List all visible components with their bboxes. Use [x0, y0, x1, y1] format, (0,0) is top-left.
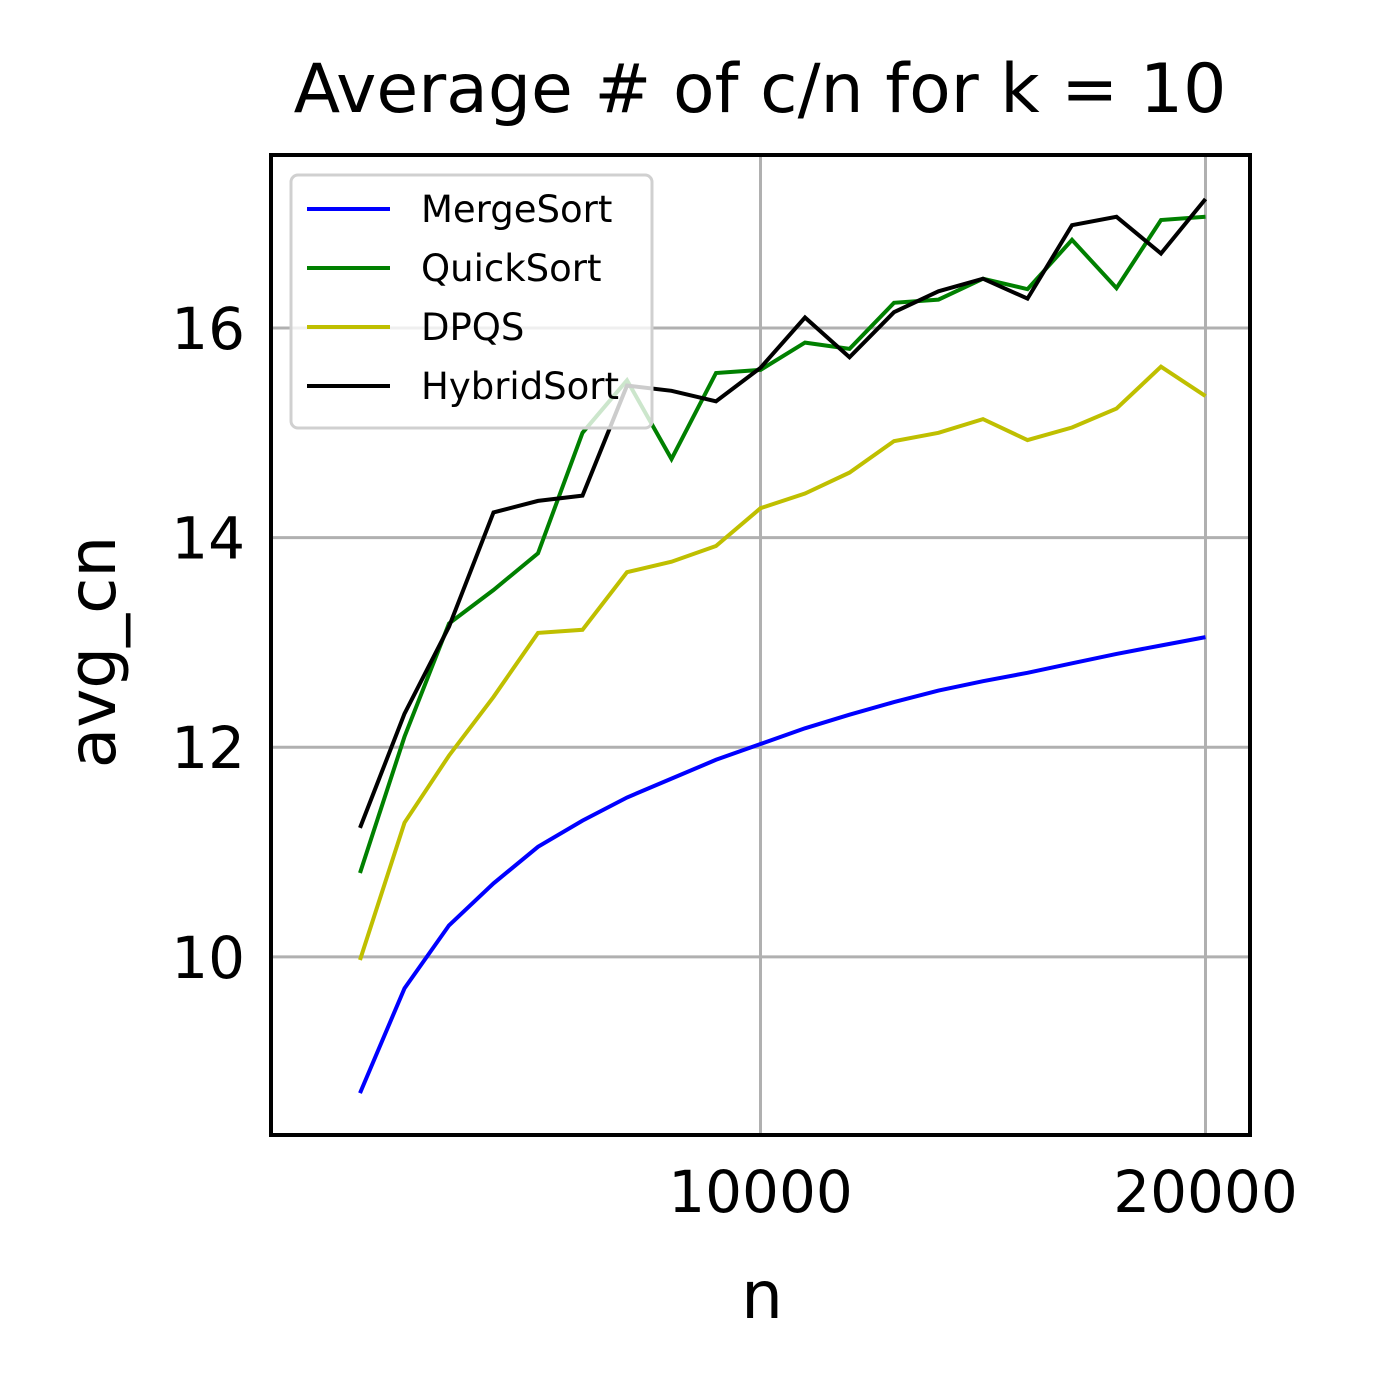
legend-label: QuickSort: [421, 247, 601, 290]
series-line-dpqs: [358, 364, 1207, 961]
series-line-mergesort: [358, 635, 1206, 1094]
legend: MergeSort QuickSort DPQS HybridSort: [289, 173, 654, 430]
x-tick-label: 20000: [1113, 1158, 1298, 1226]
y-tick-label: 14: [171, 505, 245, 573]
y-tick-label: 12: [171, 714, 245, 782]
plot-frame: [269, 153, 1252, 1137]
legend-label: DPQS: [421, 306, 524, 349]
legend-box: [289, 173, 654, 430]
x-axis-label: n: [741, 1257, 783, 1334]
axis-ticks: 10000 20000 10 12 14 16: [171, 295, 1298, 1226]
chart-title: Average # of c/n for k = 10: [294, 50, 1227, 129]
y-tick-label: 10: [171, 924, 245, 992]
series-line-hybridsort: [358, 197, 1208, 829]
legend-label: MergeSort: [421, 188, 612, 231]
series-lines: [358, 197, 1208, 1094]
y-axis-label: avg_cn: [54, 536, 131, 769]
x-tick-label: 10000: [668, 1158, 853, 1226]
y-tick-label: 16: [171, 295, 245, 363]
series-line-quicksort: [358, 214, 1206, 874]
legend-label: HybridSort: [421, 365, 619, 408]
